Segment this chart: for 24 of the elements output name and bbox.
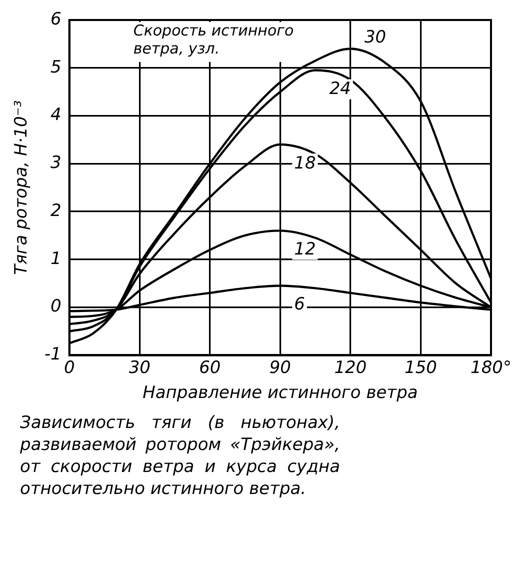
x-tick-label: 60 [199,358,221,378]
y-axis-title: Тяга ротора, Н·10⁻³ [12,100,32,275]
series-label: 18 [294,153,316,174]
y-tick-label: 6 [50,9,62,30]
x-tick-label: 30 [128,358,150,378]
series-label: 24 [329,79,351,100]
x-tick-label: 150 [404,358,437,378]
y-tick-label: 4 [50,105,62,126]
series-label: 30 [364,28,386,48]
y-tick-label: 0 [50,296,62,317]
x-tick-label: 180° [470,358,512,378]
series-label: 6 [294,294,306,315]
x-axis-title: Направление истинного ветра [142,383,418,404]
y-tick-label: 1 [50,248,62,269]
text: Зависимость тяги (в ньютонах), развиваемой ротором «Трэйкера», от скорости ветра и курса судна относительно истинного ветра. [20,412,340,500]
series-label: 12 [294,240,316,260]
x-tick-label: 90 [269,358,291,378]
y-tick-label: -1 [44,344,62,365]
y-tick-label: 3 [50,153,62,174]
legend-title: Скорость истинного ветра, узл. [133,21,294,58]
x-tick-label: 0 [64,358,75,378]
y-tick-label: 2 [50,200,62,221]
y-tick-label: 5 [50,57,62,78]
x-tick-label: 120 [334,358,367,378]
